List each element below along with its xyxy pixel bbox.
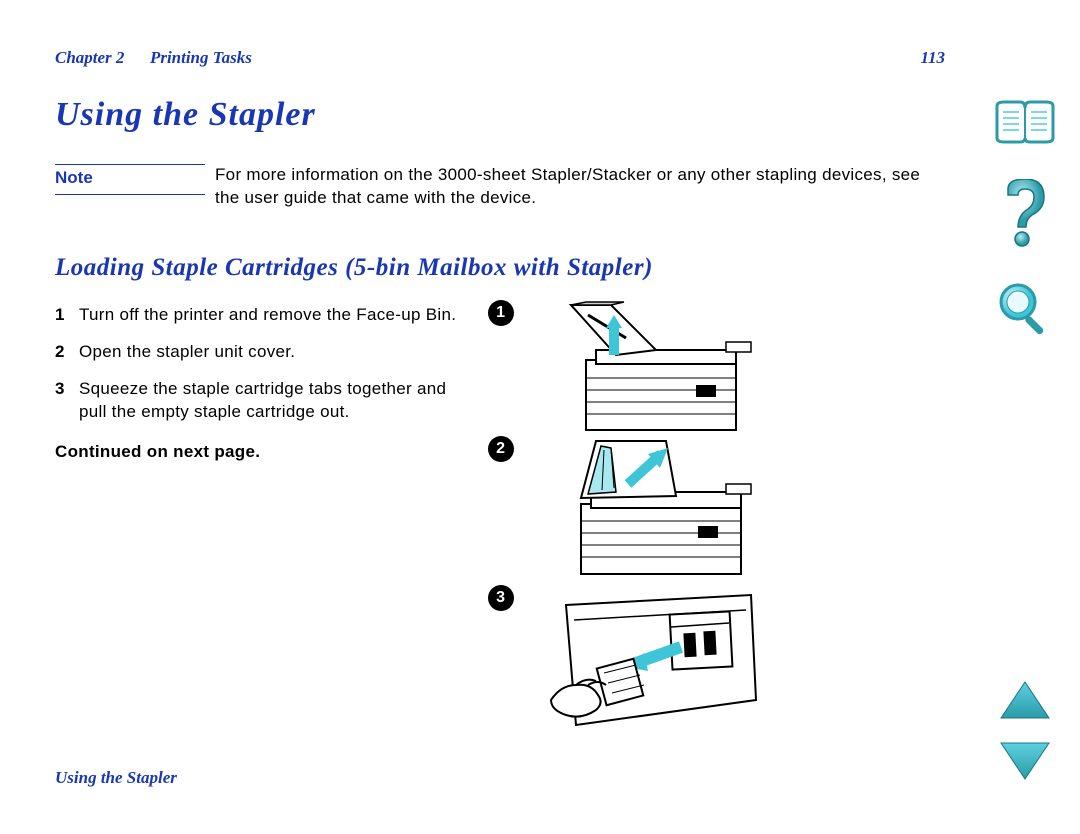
note-block: Note For more information on the 3000-sh… bbox=[55, 164, 945, 210]
header-left: Chapter 2 Printing Tasks bbox=[55, 48, 252, 68]
book-icon[interactable] bbox=[992, 98, 1058, 153]
note-text: For more information on the 3000-sheet S… bbox=[205, 164, 945, 210]
figure-badge: 1 bbox=[488, 300, 514, 326]
step-text: Squeeze the staple cartridge tabs togeth… bbox=[79, 378, 473, 424]
page-title: Using the Stapler bbox=[55, 96, 945, 134]
step-item: 2 Open the stapler unit cover. bbox=[55, 341, 473, 364]
figure-badge: 2 bbox=[488, 436, 514, 462]
step-number: 3 bbox=[55, 378, 79, 424]
printer-illustration-1 bbox=[526, 300, 756, 440]
figures-column: 1 2 bbox=[488, 304, 945, 735]
page-number: 113 bbox=[920, 48, 945, 68]
sidebar-nav bbox=[988, 98, 1062, 343]
figure-1: 1 bbox=[488, 300, 945, 440]
help-icon[interactable] bbox=[996, 179, 1054, 254]
step-item: 3 Squeeze the staple cartridge tabs toge… bbox=[55, 378, 473, 424]
printer-illustration-3 bbox=[526, 585, 766, 735]
page-up-icon[interactable] bbox=[999, 680, 1051, 725]
step-text: Open the stapler unit cover. bbox=[79, 341, 295, 364]
printer-illustration-2 bbox=[526, 436, 756, 581]
chapter-label: Chapter 2 bbox=[55, 48, 124, 67]
header-row: Chapter 2 Printing Tasks 113 bbox=[55, 48, 945, 68]
nav-arrows bbox=[996, 680, 1054, 786]
page-down-icon[interactable] bbox=[999, 741, 1051, 786]
search-icon[interactable] bbox=[996, 280, 1054, 343]
steps-column: 1 Turn off the printer and remove the Fa… bbox=[55, 304, 473, 735]
content-row: 1 Turn off the printer and remove the Fa… bbox=[55, 304, 945, 735]
figure-2: 2 bbox=[488, 436, 945, 581]
continued-label: Continued on next page. bbox=[55, 442, 473, 462]
section-label: Printing Tasks bbox=[150, 48, 252, 67]
figure-3: 3 bbox=[488, 585, 945, 735]
subtitle: Loading Staple Cartridges (5-bin Mailbox… bbox=[55, 254, 945, 282]
step-text: Turn off the printer and remove the Face… bbox=[79, 304, 456, 327]
step-item: 1 Turn off the printer and remove the Fa… bbox=[55, 304, 473, 327]
footer: Using the Stapler bbox=[55, 768, 177, 788]
step-number: 2 bbox=[55, 341, 79, 364]
step-number: 1 bbox=[55, 304, 79, 327]
figure-badge: 3 bbox=[488, 585, 514, 611]
note-label: Note bbox=[55, 164, 205, 195]
